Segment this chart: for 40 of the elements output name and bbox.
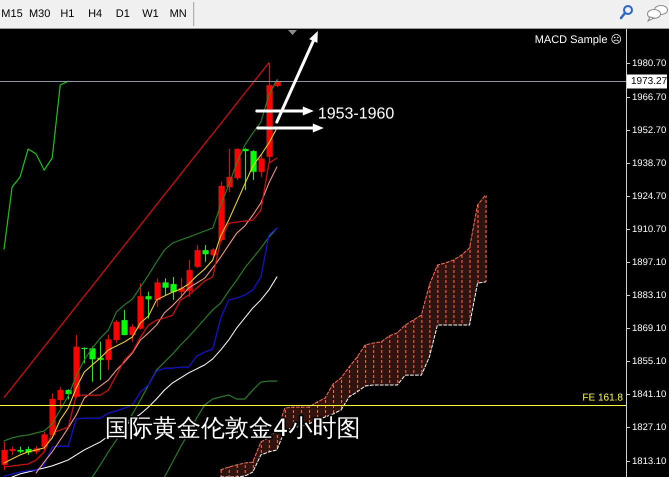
- y-tick-label: 1910.70: [632, 224, 666, 235]
- candlestick: [58, 386, 64, 409]
- candlestick: [90, 346, 96, 382]
- y-tick-label: 1841.10: [632, 389, 666, 400]
- annotation: MACD Sample ☹: [534, 34, 622, 46]
- y-tick-label: 1855.10: [632, 356, 666, 367]
- line-series: [4, 80, 69, 250]
- candlestick: [130, 324, 136, 342]
- candlestick: [202, 244, 208, 262]
- y-tick-label: 1813.10: [632, 456, 666, 467]
- y-tick-label: 1897.10: [632, 257, 666, 268]
- y-tick-label: 1980.70: [632, 58, 666, 69]
- candlestick: [106, 334, 112, 370]
- candlestick: [250, 150, 256, 180]
- candlestick: [170, 276, 176, 300]
- text: H1: [60, 8, 74, 20]
- y-tick-label: 1938.70: [632, 158, 666, 169]
- candlestick: [162, 278, 168, 296]
- y-tick-label: 1869.10: [632, 323, 666, 334]
- candlestick: [146, 291, 152, 319]
- text: MN: [170, 8, 187, 20]
- candlestick: [122, 309, 128, 336]
- candlestick: [154, 278, 160, 308]
- ref-line-label: FE 161.8: [582, 392, 624, 404]
- candlestick: [258, 152, 264, 178]
- y-tick-label: 1883.10: [632, 290, 666, 301]
- candlestick: [42, 431, 48, 452]
- ref-line-label: 1973.27: [631, 76, 668, 87]
- annotation: 1953-1960: [318, 106, 394, 122]
- text: H4: [88, 8, 102, 20]
- candlestick: [114, 320, 120, 344]
- y-tick-label: 1952.70: [632, 125, 666, 136]
- text: W1: [142, 8, 159, 20]
- candlestick: [194, 244, 200, 268]
- y-tick-label: 1827.10: [632, 422, 666, 433]
- y-tick-label: 1924.70: [632, 191, 666, 202]
- text: M30: [28, 8, 50, 20]
- text: D1: [116, 8, 130, 20]
- y-tick-label: 1966.70: [632, 92, 666, 103]
- text: M15: [1, 8, 23, 20]
